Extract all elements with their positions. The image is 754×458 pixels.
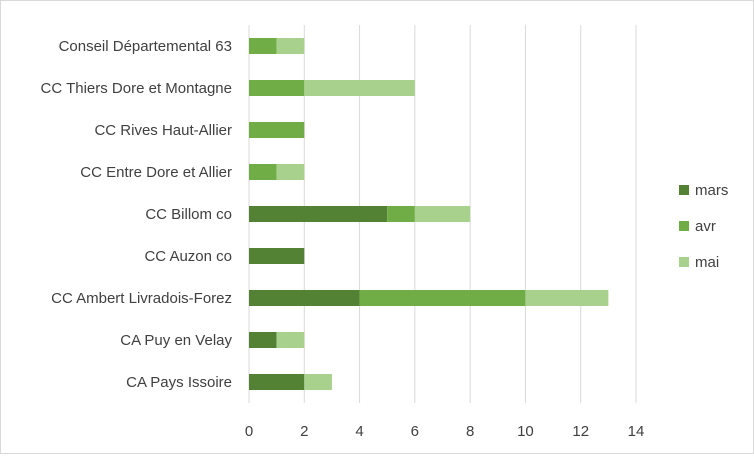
bar-segment-mars (249, 290, 360, 306)
category-label: CC Auzon co (144, 248, 232, 265)
bar-segment-avr (387, 206, 415, 222)
category-labels: Conseil Départemental 63 CC Thiers Dore e… (41, 38, 233, 391)
bar-segment-mai (304, 80, 415, 96)
legend-label-mai: mai (695, 254, 719, 271)
x-tick-labels: 0 2 4 6 8 10 12 14 (245, 423, 645, 440)
bar-segment-avr (359, 290, 526, 306)
legend-swatch-avr (679, 221, 689, 231)
bar-segment-mars (249, 206, 388, 222)
legend: mars avr mai (679, 182, 728, 271)
legend-swatch-mai (679, 257, 689, 267)
x-tick-label: 10 (517, 423, 534, 440)
x-tick-label: 6 (411, 423, 419, 440)
bar-segment-avr (249, 164, 277, 180)
x-tick-label: 12 (572, 423, 589, 440)
category-label: CC Thiers Dore et Montagne (41, 80, 232, 97)
bars (249, 38, 609, 390)
category-label: CC Billom co (145, 206, 232, 223)
bar-segment-mai (276, 164, 305, 180)
bar-segment-mars (249, 248, 305, 264)
x-tick-label: 2 (300, 423, 308, 440)
legend-swatch-mars (679, 185, 689, 195)
bar-segment-avr (249, 38, 277, 54)
legend-label-avr: avr (695, 218, 716, 235)
bar-segment-mai (304, 374, 332, 390)
x-tick-label: 8 (466, 423, 474, 440)
bar-segment-avr (249, 122, 305, 138)
bar-segment-mai (414, 206, 471, 222)
category-label: CA Puy en Velay (120, 332, 232, 349)
x-tick-label: 14 (628, 423, 645, 440)
category-label: Conseil Départemental 63 (59, 38, 232, 55)
bar-segment-mai (525, 290, 609, 306)
bar-segment-avr (249, 80, 305, 96)
x-tick-label: 4 (355, 423, 363, 440)
category-label: CA Pays Issoire (126, 374, 232, 391)
bar-segment-mars (249, 374, 305, 390)
x-tick-label: 0 (245, 423, 253, 440)
category-label: CC Entre Dore et Allier (80, 164, 232, 181)
bar-segment-mai (276, 332, 305, 348)
legend-label-mars: mars (695, 182, 728, 199)
bar-segment-mars (249, 332, 277, 348)
category-label: CC Ambert Livradois-Forez (51, 290, 232, 307)
bar-segment-mai (276, 38, 305, 54)
category-label: CC Rives Haut-Allier (94, 122, 232, 139)
